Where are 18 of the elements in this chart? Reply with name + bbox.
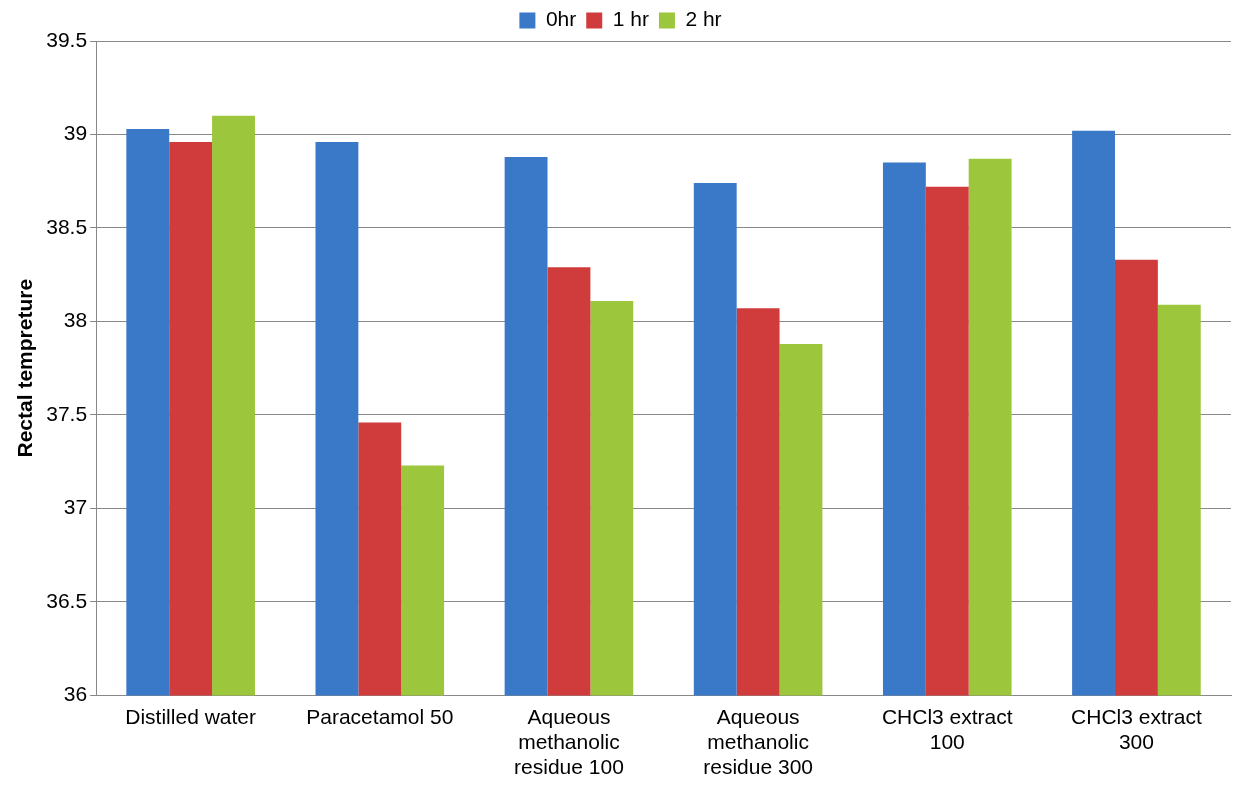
x-tick-label: Aqueous methanolic residue 300 [703,704,813,779]
y-tick-label: 37 [63,495,88,519]
legend-label: 2 hr [685,7,722,31]
x-tick-label: Paracetamol 50 [306,704,454,728]
y-axis-title: Rectal tempreture [13,278,37,458]
x-tick-label: Aqueous methanolic residue 100 [514,704,624,779]
y-tick-label: 38 [63,308,88,332]
x-tick-label: CHCl3 extract 300 [1071,704,1202,753]
x-tick-label: CHCl3 extract 100 [881,704,1013,753]
x-tick-label: Distilled water [125,704,257,728]
y-tick-label: 37.5 [46,401,88,425]
y-tick-label: 36 [63,682,88,706]
legend-label: 1 hr [612,7,649,31]
y-tick-label: 38.5 [46,214,88,238]
legend-label: 0hr [545,7,577,31]
y-tick-label: 39.5 [46,27,88,51]
y-tick-label: 36.5 [46,588,88,612]
y-tick-label: 39 [63,121,88,145]
